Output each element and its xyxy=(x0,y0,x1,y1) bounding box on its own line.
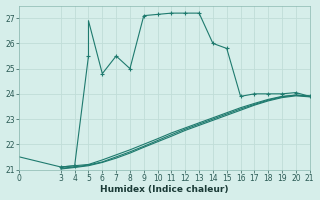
X-axis label: Humidex (Indice chaleur): Humidex (Indice chaleur) xyxy=(100,185,229,194)
